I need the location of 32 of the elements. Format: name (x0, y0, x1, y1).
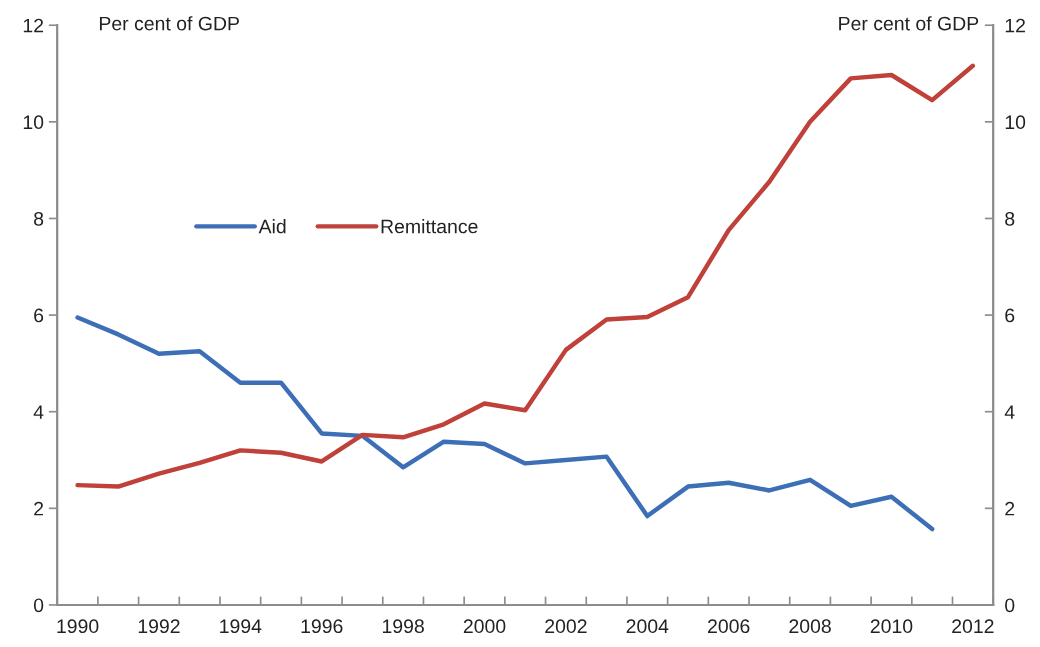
y2-tick-label: 8 (1005, 211, 1015, 226)
y-tick-label: 0 (33, 598, 44, 613)
legend-label: Remittance (381, 219, 478, 234)
y-tick-label: 12 (23, 18, 44, 33)
y2-tick-label: 2 (1005, 501, 1015, 516)
y-tick-label: 4 (33, 405, 44, 419)
x-tick-label: 1998 (382, 619, 424, 634)
y2-tick-label: 12 (1005, 18, 1025, 33)
line-series (75, 315, 935, 532)
y2-axis-title: Per cent of GDP (839, 16, 979, 31)
y-axis-title: Per cent of GDP (99, 16, 239, 31)
x-tick-label: 2000 (463, 619, 506, 634)
x-tick-label: 1994 (220, 619, 262, 634)
y-tick-label: 6 (34, 308, 44, 323)
y-tick-label: 10 (23, 115, 44, 130)
x-tick-label: 2012 (952, 619, 994, 634)
x-tick-label: 2008 (789, 619, 831, 634)
x-tick-label: 1996 (301, 619, 343, 634)
legend-label: Aid (258, 219, 286, 234)
y2-tick-label: 6 (1005, 308, 1015, 323)
y2-tick-label: 0 (1005, 598, 1015, 613)
x-tick-label: 2010 (870, 619, 913, 634)
y-tick-label: 8 (34, 211, 44, 226)
y2-tick-label: 4 (1004, 405, 1015, 419)
x-tick-label: 1992 (138, 619, 180, 634)
y-tick-label: 2 (34, 501, 44, 516)
x-tick-label: 2006 (708, 619, 750, 634)
line-series (75, 63, 976, 489)
y2-tick-label: 10 (1005, 115, 1026, 130)
x-tick-label: 2002 (545, 619, 587, 634)
x-tick-label: 2004 (626, 619, 669, 634)
x-tick-label: 1990 (57, 619, 99, 634)
